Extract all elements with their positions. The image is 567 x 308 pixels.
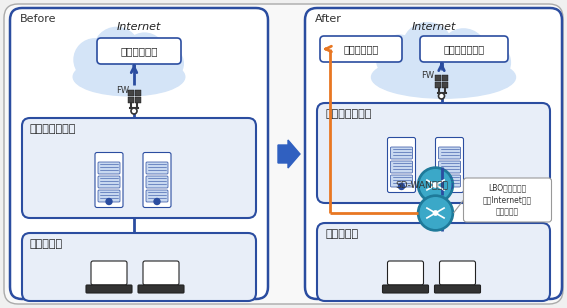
FancyBboxPatch shape (438, 175, 460, 187)
Circle shape (417, 195, 454, 231)
Circle shape (433, 183, 438, 187)
FancyBboxPatch shape (98, 190, 120, 202)
FancyBboxPatch shape (138, 285, 184, 293)
Text: 全てのアプリ: 全てのアプリ (120, 46, 158, 56)
Circle shape (473, 44, 510, 81)
FancyBboxPatch shape (146, 162, 168, 174)
FancyBboxPatch shape (97, 38, 181, 64)
FancyBboxPatch shape (438, 161, 460, 173)
FancyBboxPatch shape (420, 36, 508, 62)
FancyBboxPatch shape (320, 36, 402, 62)
FancyBboxPatch shape (391, 175, 413, 187)
Bar (128, 96, 133, 103)
Circle shape (420, 170, 451, 200)
Text: FW: FW (116, 86, 129, 95)
Circle shape (376, 35, 422, 81)
FancyBboxPatch shape (86, 285, 132, 293)
FancyBboxPatch shape (22, 233, 256, 301)
Text: その他のアプリ: その他のアプリ (443, 44, 485, 54)
Text: FW: FW (421, 71, 435, 80)
FancyBboxPatch shape (95, 152, 123, 208)
FancyBboxPatch shape (91, 261, 127, 285)
FancyBboxPatch shape (387, 261, 424, 285)
FancyBboxPatch shape (146, 176, 168, 188)
Circle shape (433, 211, 438, 215)
Circle shape (417, 167, 454, 203)
FancyBboxPatch shape (305, 8, 562, 299)
FancyBboxPatch shape (383, 285, 429, 293)
Circle shape (154, 198, 160, 205)
Bar (134, 96, 141, 103)
FancyBboxPatch shape (143, 261, 179, 285)
FancyBboxPatch shape (146, 190, 168, 202)
Text: SD-WANルータ: SD-WANルータ (396, 180, 448, 189)
FancyBboxPatch shape (98, 176, 120, 188)
FancyArrow shape (278, 140, 300, 168)
Bar (442, 75, 448, 80)
Bar (442, 82, 448, 87)
Ellipse shape (371, 56, 515, 98)
FancyBboxPatch shape (463, 178, 552, 222)
Text: After: After (315, 14, 342, 24)
FancyBboxPatch shape (98, 162, 120, 174)
Circle shape (106, 198, 112, 205)
FancyBboxPatch shape (434, 285, 480, 293)
Circle shape (420, 198, 451, 228)
Circle shape (403, 22, 452, 73)
Text: データセンター: データセンター (30, 124, 77, 134)
FancyBboxPatch shape (10, 8, 268, 299)
Bar (435, 82, 441, 87)
Text: お客様拠点: お客様拠点 (30, 239, 63, 249)
Text: Internet: Internet (117, 22, 161, 32)
Circle shape (124, 33, 166, 75)
FancyBboxPatch shape (391, 161, 413, 173)
Text: 対象のアプリ: 対象のアプリ (344, 44, 379, 54)
Circle shape (446, 184, 452, 189)
FancyBboxPatch shape (4, 4, 563, 304)
Circle shape (94, 27, 139, 73)
Bar (134, 90, 141, 95)
Text: Before: Before (20, 14, 57, 24)
FancyBboxPatch shape (22, 118, 256, 218)
Circle shape (438, 93, 445, 99)
Circle shape (399, 184, 404, 189)
FancyBboxPatch shape (439, 261, 476, 285)
Circle shape (149, 47, 183, 81)
FancyBboxPatch shape (435, 137, 463, 192)
Circle shape (74, 39, 116, 81)
Text: お客様拠点: お客様拠点 (325, 229, 358, 239)
Bar (128, 90, 133, 95)
FancyBboxPatch shape (438, 147, 460, 159)
FancyBboxPatch shape (387, 137, 416, 192)
FancyBboxPatch shape (391, 147, 413, 159)
FancyBboxPatch shape (143, 152, 171, 208)
FancyBboxPatch shape (317, 103, 550, 203)
Text: LBO対象アプリ
のみInternet回線
に振り分け: LBO対象アプリ のみInternet回線 に振り分け (483, 184, 532, 216)
Circle shape (441, 29, 486, 75)
Text: データセンター: データセンター (325, 109, 371, 119)
Text: Internet: Internet (411, 22, 456, 32)
Bar (435, 75, 441, 80)
FancyBboxPatch shape (317, 223, 550, 301)
Circle shape (131, 108, 137, 114)
Ellipse shape (73, 58, 185, 96)
